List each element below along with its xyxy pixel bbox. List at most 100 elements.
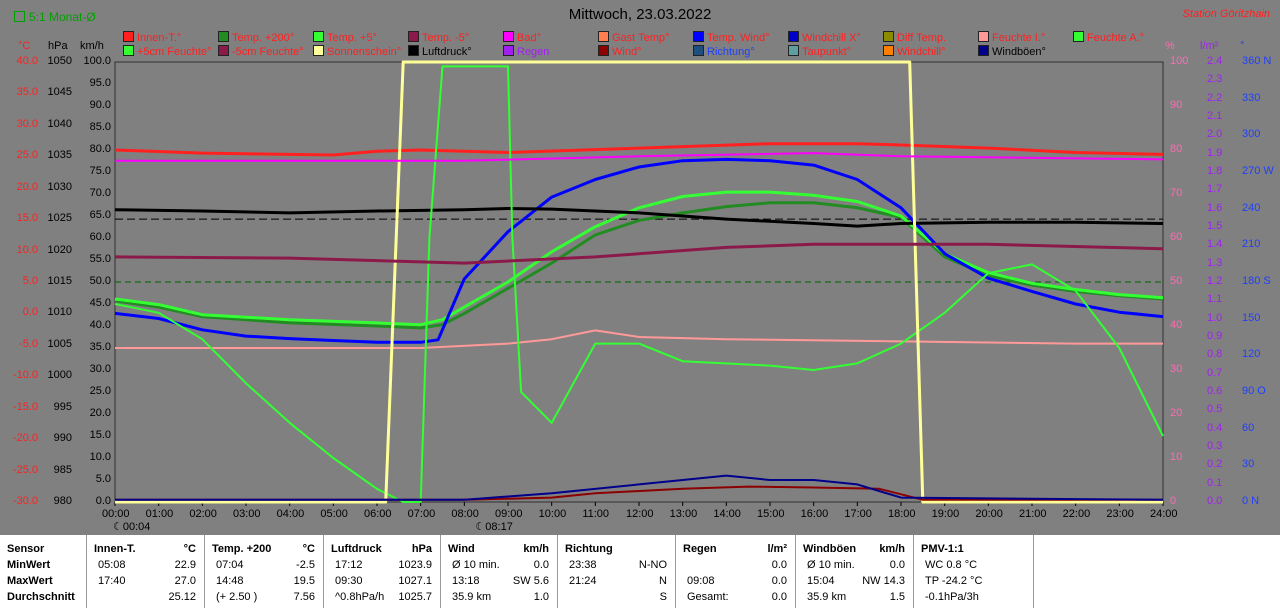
- legend-item[interactable]: Gast Temp°: [598, 31, 669, 44]
- tick-humidity: 60: [1170, 231, 1183, 243]
- tick-rain: 1.8: [1207, 165, 1223, 177]
- legend-item[interactable]: Feuchte A.°: [1073, 31, 1144, 44]
- tick-temp: 0.0: [22, 306, 38, 319]
- legend-label: Feuchte A.°: [1087, 32, 1144, 44]
- legend-label: -5cm Feuchte°: [232, 46, 304, 58]
- tick-wind: 70.0: [89, 187, 111, 199]
- stats-cell-value: SW 5.6: [512, 575, 549, 587]
- series-line: [114, 142, 1164, 157]
- tick-pressure: 1000: [47, 369, 72, 382]
- legend-item[interactable]: Sonnenschein°: [313, 45, 401, 58]
- legend-swatch-icon: [123, 31, 134, 42]
- stats-label-max: MaxWert: [7, 575, 53, 587]
- legend-item[interactable]: Diff Temp.: [883, 31, 946, 44]
- legend-item[interactable]: +5cm Feuchte°: [123, 45, 211, 58]
- legend-item[interactable]: Innen-T.°: [123, 31, 181, 44]
- legend-item[interactable]: Windchill X°: [788, 31, 861, 44]
- stats-cell-value: S: [659, 591, 667, 603]
- legend-item[interactable]: -5cm Feuchte°: [218, 45, 304, 58]
- legend-label: Bad°: [517, 32, 541, 44]
- tick-rain: 0.8: [1207, 348, 1223, 361]
- tick-rain: 1.0: [1207, 311, 1223, 324]
- tick-temp: 20.0: [16, 180, 38, 193]
- legend-item[interactable]: Regen: [503, 45, 549, 58]
- stats-cell-label: 05:08: [98, 559, 126, 571]
- legend-label: Wind°: [612, 46, 642, 58]
- stats-column: PMV-1:1 WC 0.8 °C TP -24.2 °C -0.1hPa/3h: [913, 535, 1034, 608]
- legend-item[interactable]: Temp. Wind°: [693, 31, 769, 44]
- legend-label: Windböen°: [992, 46, 1046, 58]
- series-line: [114, 201, 1164, 330]
- stats-cell-label: 07:04: [216, 559, 244, 571]
- tick-rain: 0.1: [1207, 476, 1223, 489]
- tick-wind: 95.0: [89, 77, 111, 89]
- tick-pressure: 1005: [47, 337, 72, 350]
- legend-item[interactable]: Temp. -5°: [408, 31, 469, 44]
- series-line: [114, 207, 1164, 228]
- tick-pressure: 990: [53, 432, 72, 445]
- legend-label: Taupunkt°: [802, 46, 852, 58]
- legend-item[interactable]: Feuchte I.°: [978, 31, 1045, 44]
- stats-row-labels: Sensor MinWert MaxWert Durchschnitt: [0, 535, 87, 608]
- tick-time: 13:00: [669, 508, 698, 520]
- tick-temp: 25.0: [16, 149, 38, 162]
- tick-time: 06:00: [364, 508, 392, 520]
- tick-wind: 5.0: [95, 473, 111, 485]
- legend-swatch-icon: [408, 31, 419, 42]
- legend-label: +5cm Feuchte°: [137, 46, 212, 58]
- tick-temp: 40.0: [16, 55, 38, 67]
- legend-item[interactable]: Taupunkt°: [788, 45, 851, 58]
- tick-time: 01:00: [145, 508, 174, 520]
- tick-rain: 0.7: [1207, 366, 1223, 379]
- stats-cell-value: 0.0: [533, 559, 549, 571]
- legend-item[interactable]: Temp. +200°: [218, 31, 294, 44]
- tick-rain: 1.9: [1207, 146, 1223, 159]
- series-line: [115, 474, 1164, 501]
- stats-cell-label: 13:18: [452, 575, 480, 587]
- tick-time: 16:00: [800, 508, 829, 520]
- stats-cell-value: 1025.7: [398, 591, 432, 603]
- legend-item[interactable]: Temp. +5°: [313, 31, 377, 44]
- tick-time: 19:00: [931, 508, 960, 520]
- legend-item[interactable]: Richtung°: [693, 45, 755, 58]
- tick-wind: 20.0: [89, 407, 111, 419]
- tick-wind: 90.0: [89, 99, 111, 111]
- stats-cell-label: Ø 10 min.: [452, 559, 500, 571]
- legend-label: Regen: [517, 46, 550, 58]
- tick-humidity: 10: [1170, 451, 1183, 463]
- tick-wind: 10.0: [89, 451, 111, 463]
- legend-item[interactable]: Windchill°: [883, 45, 945, 58]
- legend-swatch-icon: [978, 31, 989, 42]
- legend-item[interactable]: Luftdruck°: [408, 45, 472, 58]
- checkbox-icon[interactable]: [14, 11, 25, 22]
- tick-rain: 2.4: [1207, 55, 1223, 67]
- stats-label-avg: Durchschnitt: [7, 591, 75, 603]
- stats-cell-value: 0.0: [771, 591, 787, 603]
- stats-col-title: PMV-1:1: [921, 543, 964, 555]
- tick-humidity: 30: [1170, 363, 1183, 375]
- legend-item[interactable]: Windböen°: [978, 45, 1046, 58]
- tick-rain: 0.6: [1207, 385, 1223, 397]
- stats-cell-value: 0.0: [889, 559, 905, 571]
- legend-swatch-icon: [788, 31, 799, 42]
- stats-col-unit: km/h: [879, 543, 905, 555]
- stats-cell-value: 0.0: [771, 575, 787, 587]
- mode-selector[interactable]: 5:1 Monat-Ø: [14, 10, 96, 24]
- tick-temp: 35.0: [16, 86, 38, 99]
- tick-temp: 10.0: [16, 243, 38, 256]
- tick-time: 09:00: [495, 508, 523, 520]
- series-line: [115, 60, 1163, 504]
- tick-temp: -15.0: [12, 400, 38, 413]
- stats-cell-value: 1027.1: [398, 575, 432, 587]
- tick-rain: 1.7: [1207, 183, 1223, 196]
- tick-pressure: 1035: [47, 149, 72, 162]
- tick-direction: 180 S: [1242, 275, 1271, 287]
- tick-direction: 0 N: [1242, 495, 1260, 507]
- chart-title: Mittwoch, 23.03.2022: [568, 6, 712, 23]
- legend-label: Diff Temp.: [897, 32, 947, 44]
- legend-swatch-icon: [503, 31, 514, 42]
- legend-item[interactable]: Wind°: [598, 45, 641, 58]
- legend-item[interactable]: Bad°: [503, 31, 541, 44]
- tick-wind: 85.0: [89, 121, 111, 133]
- legend-swatch-icon: [503, 45, 514, 56]
